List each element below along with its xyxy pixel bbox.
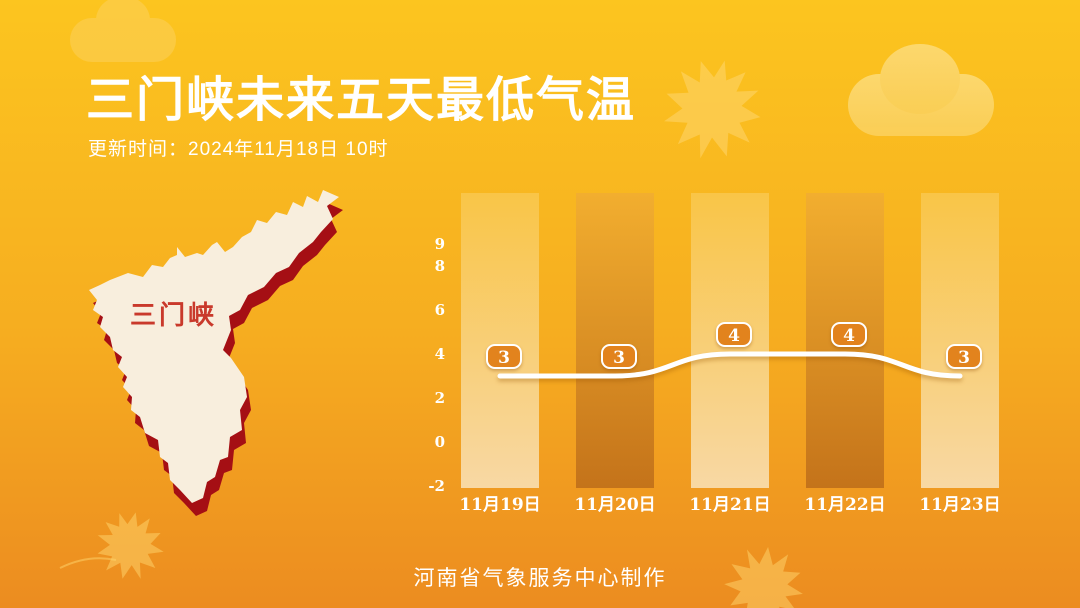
y-axis-tick: 8 — [434, 257, 445, 275]
bar — [921, 193, 999, 488]
y-axis-tick: 4 — [434, 345, 445, 363]
value-badge: 4 — [716, 322, 752, 347]
x-axis-label: 11月19日 — [459, 495, 541, 515]
x-axis-label: 11月21日 — [689, 495, 771, 515]
cloud-icon — [70, 0, 176, 62]
y-axis-tick: -2 — [428, 477, 445, 495]
y-axis-tick: 6 — [434, 301, 445, 319]
bar — [461, 193, 539, 488]
page-title: 三门峡未来五天最低气温 — [86, 74, 637, 127]
value-badge: 3 — [486, 344, 522, 369]
x-axis-label: 11月23日 — [919, 495, 1001, 515]
value-badge: 3 — [601, 344, 637, 369]
maple-leaf-icon — [97, 512, 164, 579]
maple-leaf-icon — [724, 547, 803, 608]
x-axis-label: 11月22日 — [804, 495, 886, 515]
value-badge: 3 — [946, 344, 982, 369]
region-map — [89, 190, 343, 516]
footer-credit: 河南省气象服务中心制作 — [413, 567, 667, 590]
y-axis-tick: 0 — [434, 433, 445, 451]
x-axis-label: 11月20日 — [574, 495, 656, 515]
leaf-stem-icon — [59, 557, 117, 569]
map-region-shape — [89, 190, 339, 503]
y-axis-tick: 2 — [434, 389, 445, 407]
y-axis-tick: 9 — [434, 235, 445, 253]
value-badge: 4 — [831, 322, 867, 347]
bar — [576, 193, 654, 488]
cloud-icon — [848, 44, 994, 136]
map-label: 三门峡 — [130, 300, 218, 330]
maple-leaf-icon — [664, 60, 761, 159]
update-time: 更新时间：2024年11月18日 10时 — [88, 139, 389, 160]
